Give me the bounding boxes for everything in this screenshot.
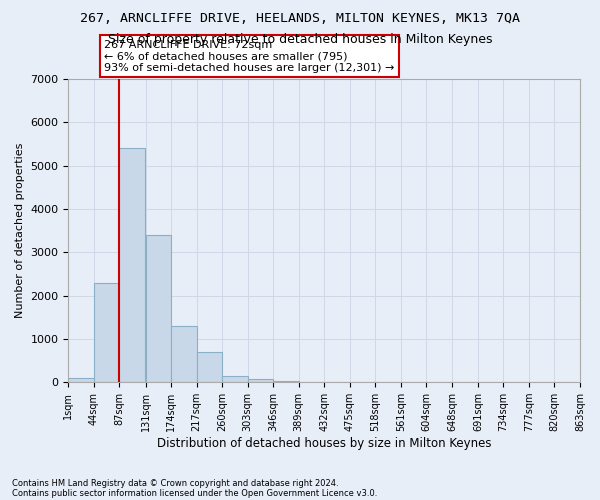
Text: Size of property relative to detached houses in Milton Keynes: Size of property relative to detached ho… [108,32,492,46]
Bar [146,235,171,382]
Bar [68,378,94,382]
Text: Contains HM Land Registry data © Crown copyright and database right 2024.: Contains HM Land Registry data © Crown c… [12,478,338,488]
Bar [94,282,119,382]
Bar [197,352,222,382]
Text: Contains public sector information licensed under the Open Government Licence v3: Contains public sector information licen… [12,488,377,498]
Y-axis label: Number of detached properties: Number of detached properties [15,143,25,318]
Bar [171,326,197,382]
Bar [222,376,248,382]
Text: 267 ARNCLIFFE DRIVE: 72sqm
← 6% of detached houses are smaller (795)
93% of semi: 267 ARNCLIFFE DRIVE: 72sqm ← 6% of detac… [104,40,395,73]
Bar [248,379,273,382]
Bar [119,148,145,382]
Text: 267, ARNCLIFFE DRIVE, HEELANDS, MILTON KEYNES, MK13 7QA: 267, ARNCLIFFE DRIVE, HEELANDS, MILTON K… [80,12,520,26]
Bar [273,381,299,382]
X-axis label: Distribution of detached houses by size in Milton Keynes: Distribution of detached houses by size … [157,437,491,450]
